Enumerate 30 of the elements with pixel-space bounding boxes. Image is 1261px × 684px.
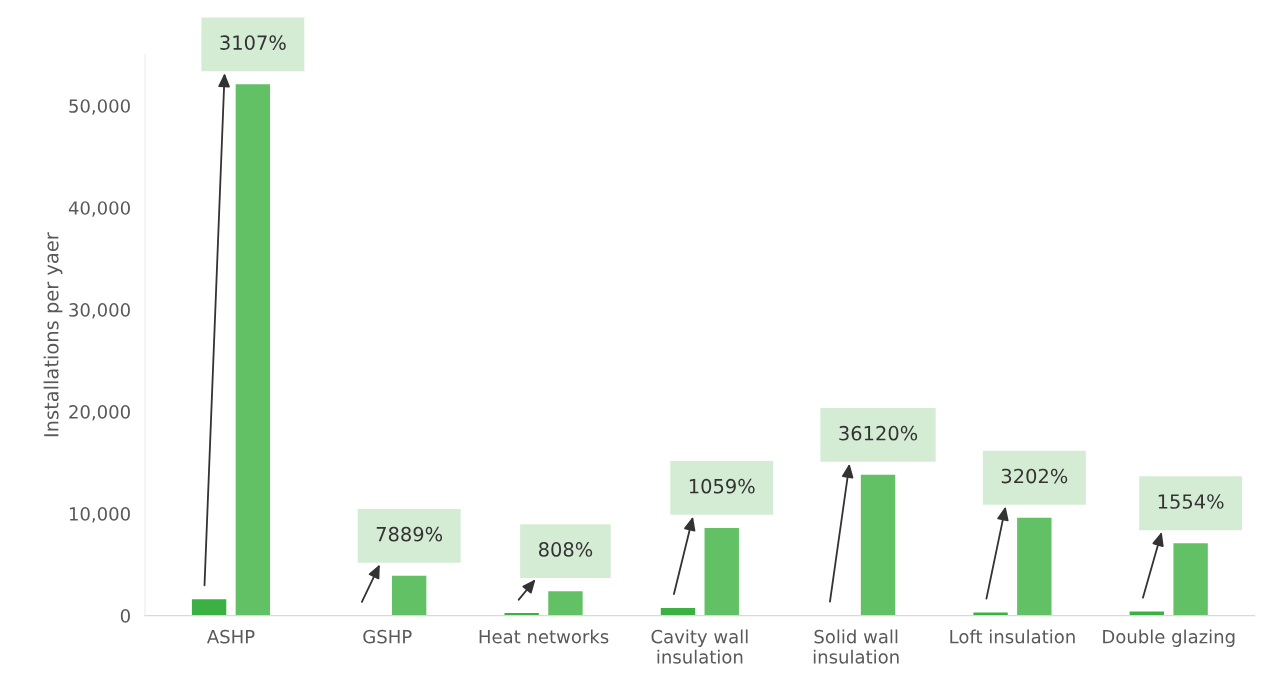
bar <box>704 527 739 616</box>
y-tick-label: 50,000 <box>69 99 130 115</box>
x-tick-label: GSHP <box>363 629 412 644</box>
bar <box>235 84 271 616</box>
bar <box>191 599 227 616</box>
y-tick-label: 30,000 <box>69 303 130 319</box>
x-tick-label: Solid wall insulation <box>813 629 899 664</box>
annotation: 3107% <box>220 35 286 50</box>
x-tick-label: Double glazing <box>1103 629 1235 647</box>
y-axis-title: Installations per yaer <box>43 232 63 437</box>
annotation: 808% <box>538 542 593 557</box>
bar <box>660 607 696 616</box>
y-tick-label: 40,000 <box>68 201 130 217</box>
y-tick-label: 10,000 <box>69 507 130 523</box>
annotation: 3202% <box>1001 468 1068 484</box>
bar <box>1173 543 1208 616</box>
x-tick-label: Cavity wall insulation <box>651 629 748 664</box>
bar <box>548 591 583 616</box>
bar <box>860 474 896 616</box>
y-tick-label: 0 <box>120 609 130 623</box>
bar <box>1017 517 1052 616</box>
annotation: 1554% <box>1158 494 1224 509</box>
x-tick-label: ASHP <box>206 629 255 644</box>
annotation: 1059% <box>689 478 755 494</box>
annotation: 7889% <box>376 526 443 542</box>
x-tick-label: Heat networks <box>479 629 609 644</box>
x-tick-label: Loft insulation <box>950 629 1075 644</box>
bar <box>391 575 427 616</box>
y-tick-label: 20,000 <box>69 405 130 421</box>
annotation: 36120% <box>839 425 918 441</box>
